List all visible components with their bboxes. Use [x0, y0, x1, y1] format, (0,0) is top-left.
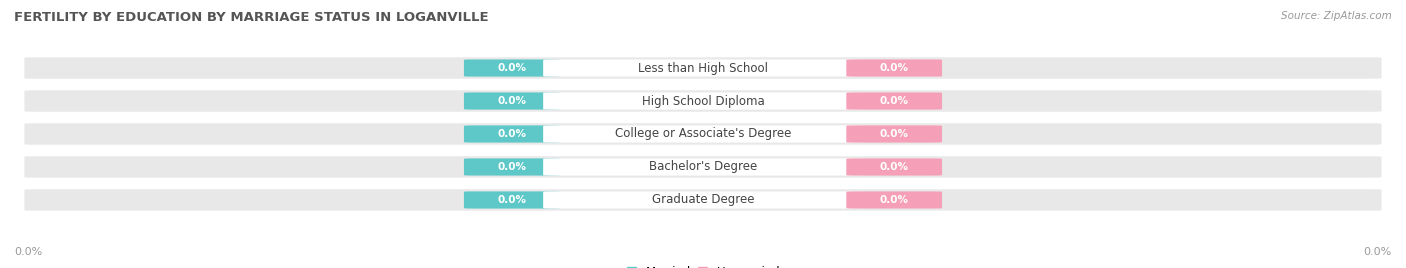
Text: FERTILITY BY EDUCATION BY MARRIAGE STATUS IN LOGANVILLE: FERTILITY BY EDUCATION BY MARRIAGE STATU… — [14, 11, 489, 24]
Text: High School Diploma: High School Diploma — [641, 95, 765, 107]
Text: 0.0%: 0.0% — [498, 195, 526, 205]
FancyBboxPatch shape — [846, 191, 942, 209]
FancyBboxPatch shape — [543, 92, 863, 110]
Text: Graduate Degree: Graduate Degree — [652, 193, 754, 206]
FancyBboxPatch shape — [846, 92, 942, 110]
FancyBboxPatch shape — [24, 189, 1382, 211]
Text: 0.0%: 0.0% — [1364, 247, 1392, 257]
Text: Source: ZipAtlas.com: Source: ZipAtlas.com — [1281, 11, 1392, 21]
FancyBboxPatch shape — [464, 59, 560, 77]
Text: 0.0%: 0.0% — [498, 162, 526, 172]
Text: 0.0%: 0.0% — [498, 129, 526, 139]
FancyBboxPatch shape — [464, 158, 560, 176]
Text: 0.0%: 0.0% — [498, 63, 526, 73]
FancyBboxPatch shape — [24, 156, 1382, 178]
Text: 0.0%: 0.0% — [14, 247, 42, 257]
FancyBboxPatch shape — [543, 125, 863, 143]
Text: 0.0%: 0.0% — [880, 162, 908, 172]
FancyBboxPatch shape — [846, 59, 942, 77]
FancyBboxPatch shape — [24, 90, 1382, 112]
Text: 0.0%: 0.0% — [880, 129, 908, 139]
Text: Less than High School: Less than High School — [638, 62, 768, 75]
FancyBboxPatch shape — [846, 158, 942, 176]
Text: Bachelor's Degree: Bachelor's Degree — [650, 161, 756, 173]
FancyBboxPatch shape — [543, 191, 863, 209]
Text: 0.0%: 0.0% — [498, 96, 526, 106]
Text: 0.0%: 0.0% — [880, 63, 908, 73]
FancyBboxPatch shape — [464, 191, 560, 209]
FancyBboxPatch shape — [24, 57, 1382, 79]
Legend: Married, Unmarried: Married, Unmarried — [627, 266, 779, 268]
FancyBboxPatch shape — [464, 125, 560, 143]
Text: College or Associate's Degree: College or Associate's Degree — [614, 128, 792, 140]
Text: 0.0%: 0.0% — [880, 96, 908, 106]
FancyBboxPatch shape — [846, 125, 942, 143]
FancyBboxPatch shape — [543, 158, 863, 176]
FancyBboxPatch shape — [543, 59, 863, 77]
FancyBboxPatch shape — [24, 123, 1382, 145]
FancyBboxPatch shape — [464, 92, 560, 110]
Text: 0.0%: 0.0% — [880, 195, 908, 205]
